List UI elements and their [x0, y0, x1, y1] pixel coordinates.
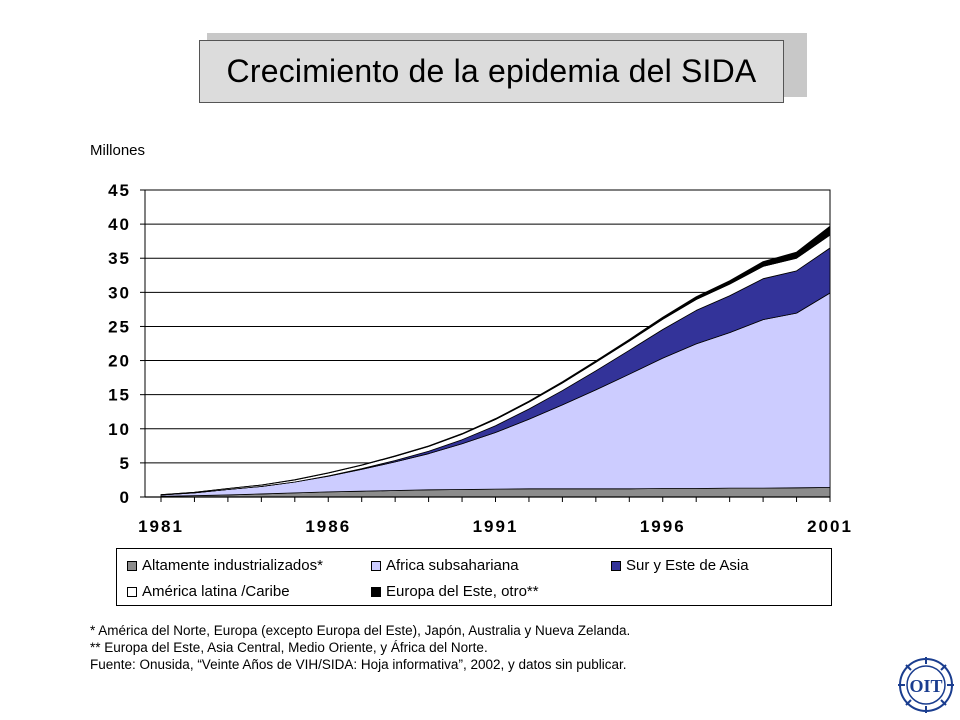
legend-swatch	[371, 560, 381, 571]
legend-swatch	[371, 586, 381, 597]
x-tick-label: 1991	[473, 517, 519, 536]
y-tick-label: 10	[108, 420, 131, 439]
footnote-2: ** Europa del Este, Asia Central, Medio …	[90, 640, 488, 655]
source-note: Fuente: Onusida, “Veinte Años de VIH/SID…	[90, 657, 627, 672]
legend-item-africa: Africa subsahariana	[371, 557, 519, 574]
y-tick-label: 0	[120, 488, 131, 507]
y-tick-label: 40	[108, 215, 131, 234]
y-units-label: Millones	[90, 142, 146, 159]
legend-label: América latina /Caribe	[142, 583, 290, 600]
y-tick-label: 45	[108, 181, 131, 200]
y-tick-label: 30	[108, 283, 131, 302]
y-tick-label: 15	[108, 386, 131, 405]
x-tick-label: 2001	[807, 517, 853, 536]
legend-label: Altamente industrializados*	[142, 557, 323, 574]
y-tick-label: 25	[108, 317, 131, 336]
area-series-4	[160, 225, 831, 496]
chart-title: Crecimiento de la epidemia del SIDA	[226, 53, 757, 89]
legend: Altamente industrializados* Africa subsa…	[116, 548, 832, 606]
title-box: Crecimiento de la epidemia del SIDA	[199, 40, 784, 103]
legend-item-asia: Sur y Este de Asia	[611, 557, 749, 574]
legend-item-latinoamerica: América latina /Caribe	[127, 583, 290, 600]
legend-label: Sur y Este de Asia	[626, 557, 749, 574]
legend-swatch	[127, 586, 137, 597]
legend-swatch	[611, 560, 621, 571]
legend-item-industrializados: Altamente industrializados*	[127, 557, 323, 574]
legend-item-europa-este: Europa del Este, otro**	[371, 583, 539, 600]
legend-label: Africa subsahariana	[386, 557, 519, 574]
legend-swatch	[127, 560, 137, 571]
footnote-1: * América del Norte, Europa (excepto Eur…	[90, 623, 631, 638]
x-tick-label: 1986	[305, 517, 351, 536]
oit-logo-icon: OIT	[898, 657, 954, 713]
y-tick-label: 20	[108, 352, 131, 371]
y-tick-label: 35	[108, 249, 131, 268]
x-tick-label: 1996	[640, 517, 686, 536]
footnotes: * América del Norte, Europa (excepto Eur…	[90, 622, 630, 673]
legend-label: Europa del Este, otro**	[386, 583, 539, 600]
y-tick-label: 5	[120, 454, 131, 473]
x-tick-label: 1981	[138, 517, 184, 536]
logo-text: OIT	[909, 676, 942, 696]
